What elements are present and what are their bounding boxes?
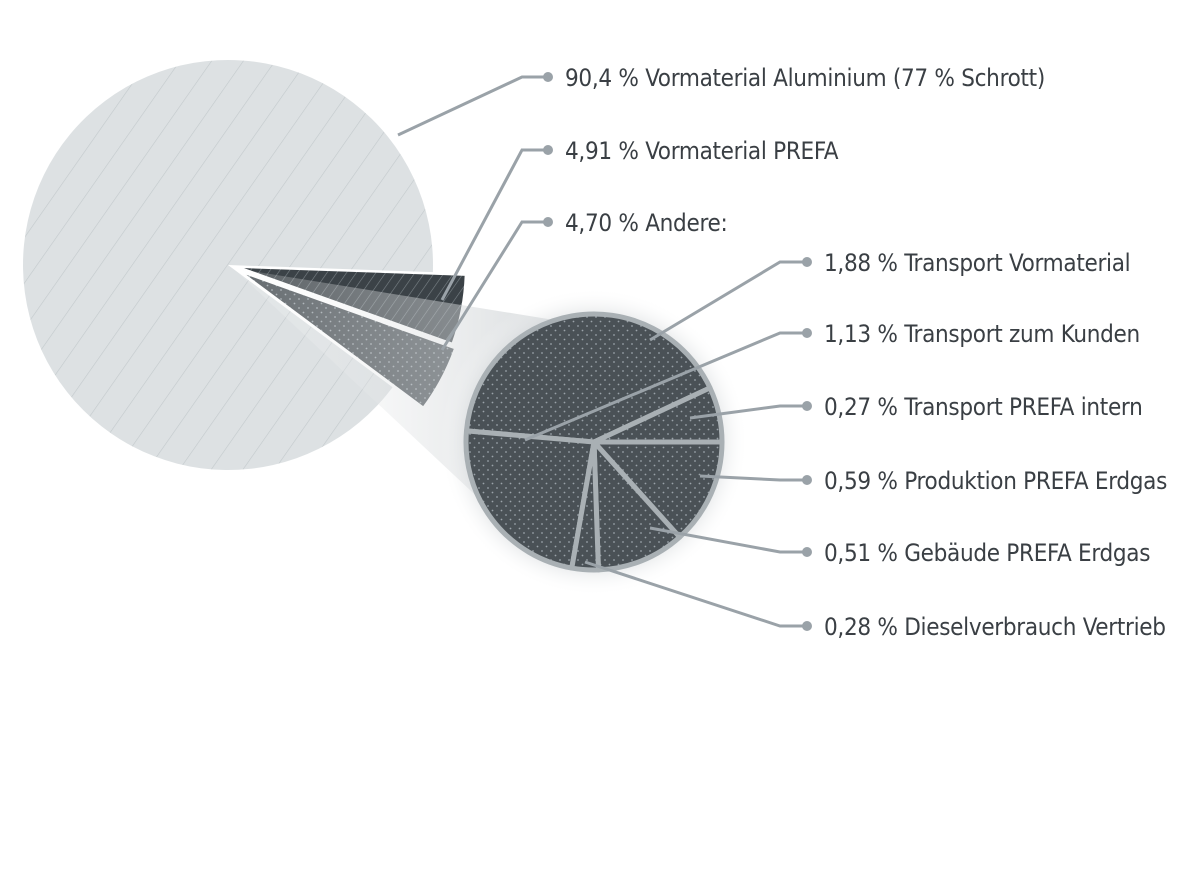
leader-line	[440, 148, 548, 301]
leader-line	[699, 474, 807, 482]
leader-line	[584, 560, 807, 628]
slice-label: 0,28 % Dieselverbrauch Vertrieb	[824, 613, 1166, 641]
leader-line	[689, 404, 807, 420]
leader-dot	[802, 328, 812, 338]
slice-vormaterial-aluminium	[22, 60, 434, 471]
breakdown-slice	[569, 439, 601, 573]
leader-dot	[802, 475, 812, 485]
leader-dot	[802, 401, 812, 411]
breakdown-slice	[463, 311, 713, 445]
leader-line	[440, 220, 548, 351]
breakdown-pie	[440, 288, 748, 596]
slice-label: 90,4 % Vormaterial Aluminium (77 % Schro…	[565, 64, 1045, 92]
leader-line	[524, 331, 807, 442]
leader-dot	[543, 72, 553, 82]
slice-label: 0,51 % Gebäude PREFA Erdgas	[824, 539, 1150, 567]
slice-label: 0,27 % Transport PREFA intern	[824, 393, 1142, 421]
leader-dot	[543, 217, 553, 227]
slice-label: 0,59 % Produktion PREFA Erdgas	[824, 467, 1167, 495]
slice-label: 4,70 % Andere:	[565, 209, 727, 237]
leader-line	[397, 75, 548, 137]
labels: 90,4 % Vormaterial Aluminium (77 % Schro…	[565, 64, 1167, 641]
leader-dot	[802, 257, 812, 267]
slice-label: 1,88 % Transport Vormaterial	[824, 249, 1130, 277]
breakdown-slice	[463, 428, 597, 571]
breakdown-slice	[591, 439, 683, 573]
leader-line	[649, 526, 807, 554]
slice-label: 4,91 % Vormaterial PREFA	[565, 137, 839, 165]
leader-line	[649, 260, 807, 342]
leader-lines	[397, 72, 812, 631]
leader-dot	[802, 547, 812, 557]
leader-dot	[543, 145, 553, 155]
leader-dot	[802, 621, 812, 631]
slice-label: 1,13 % Transport zum Kunden	[824, 320, 1140, 348]
